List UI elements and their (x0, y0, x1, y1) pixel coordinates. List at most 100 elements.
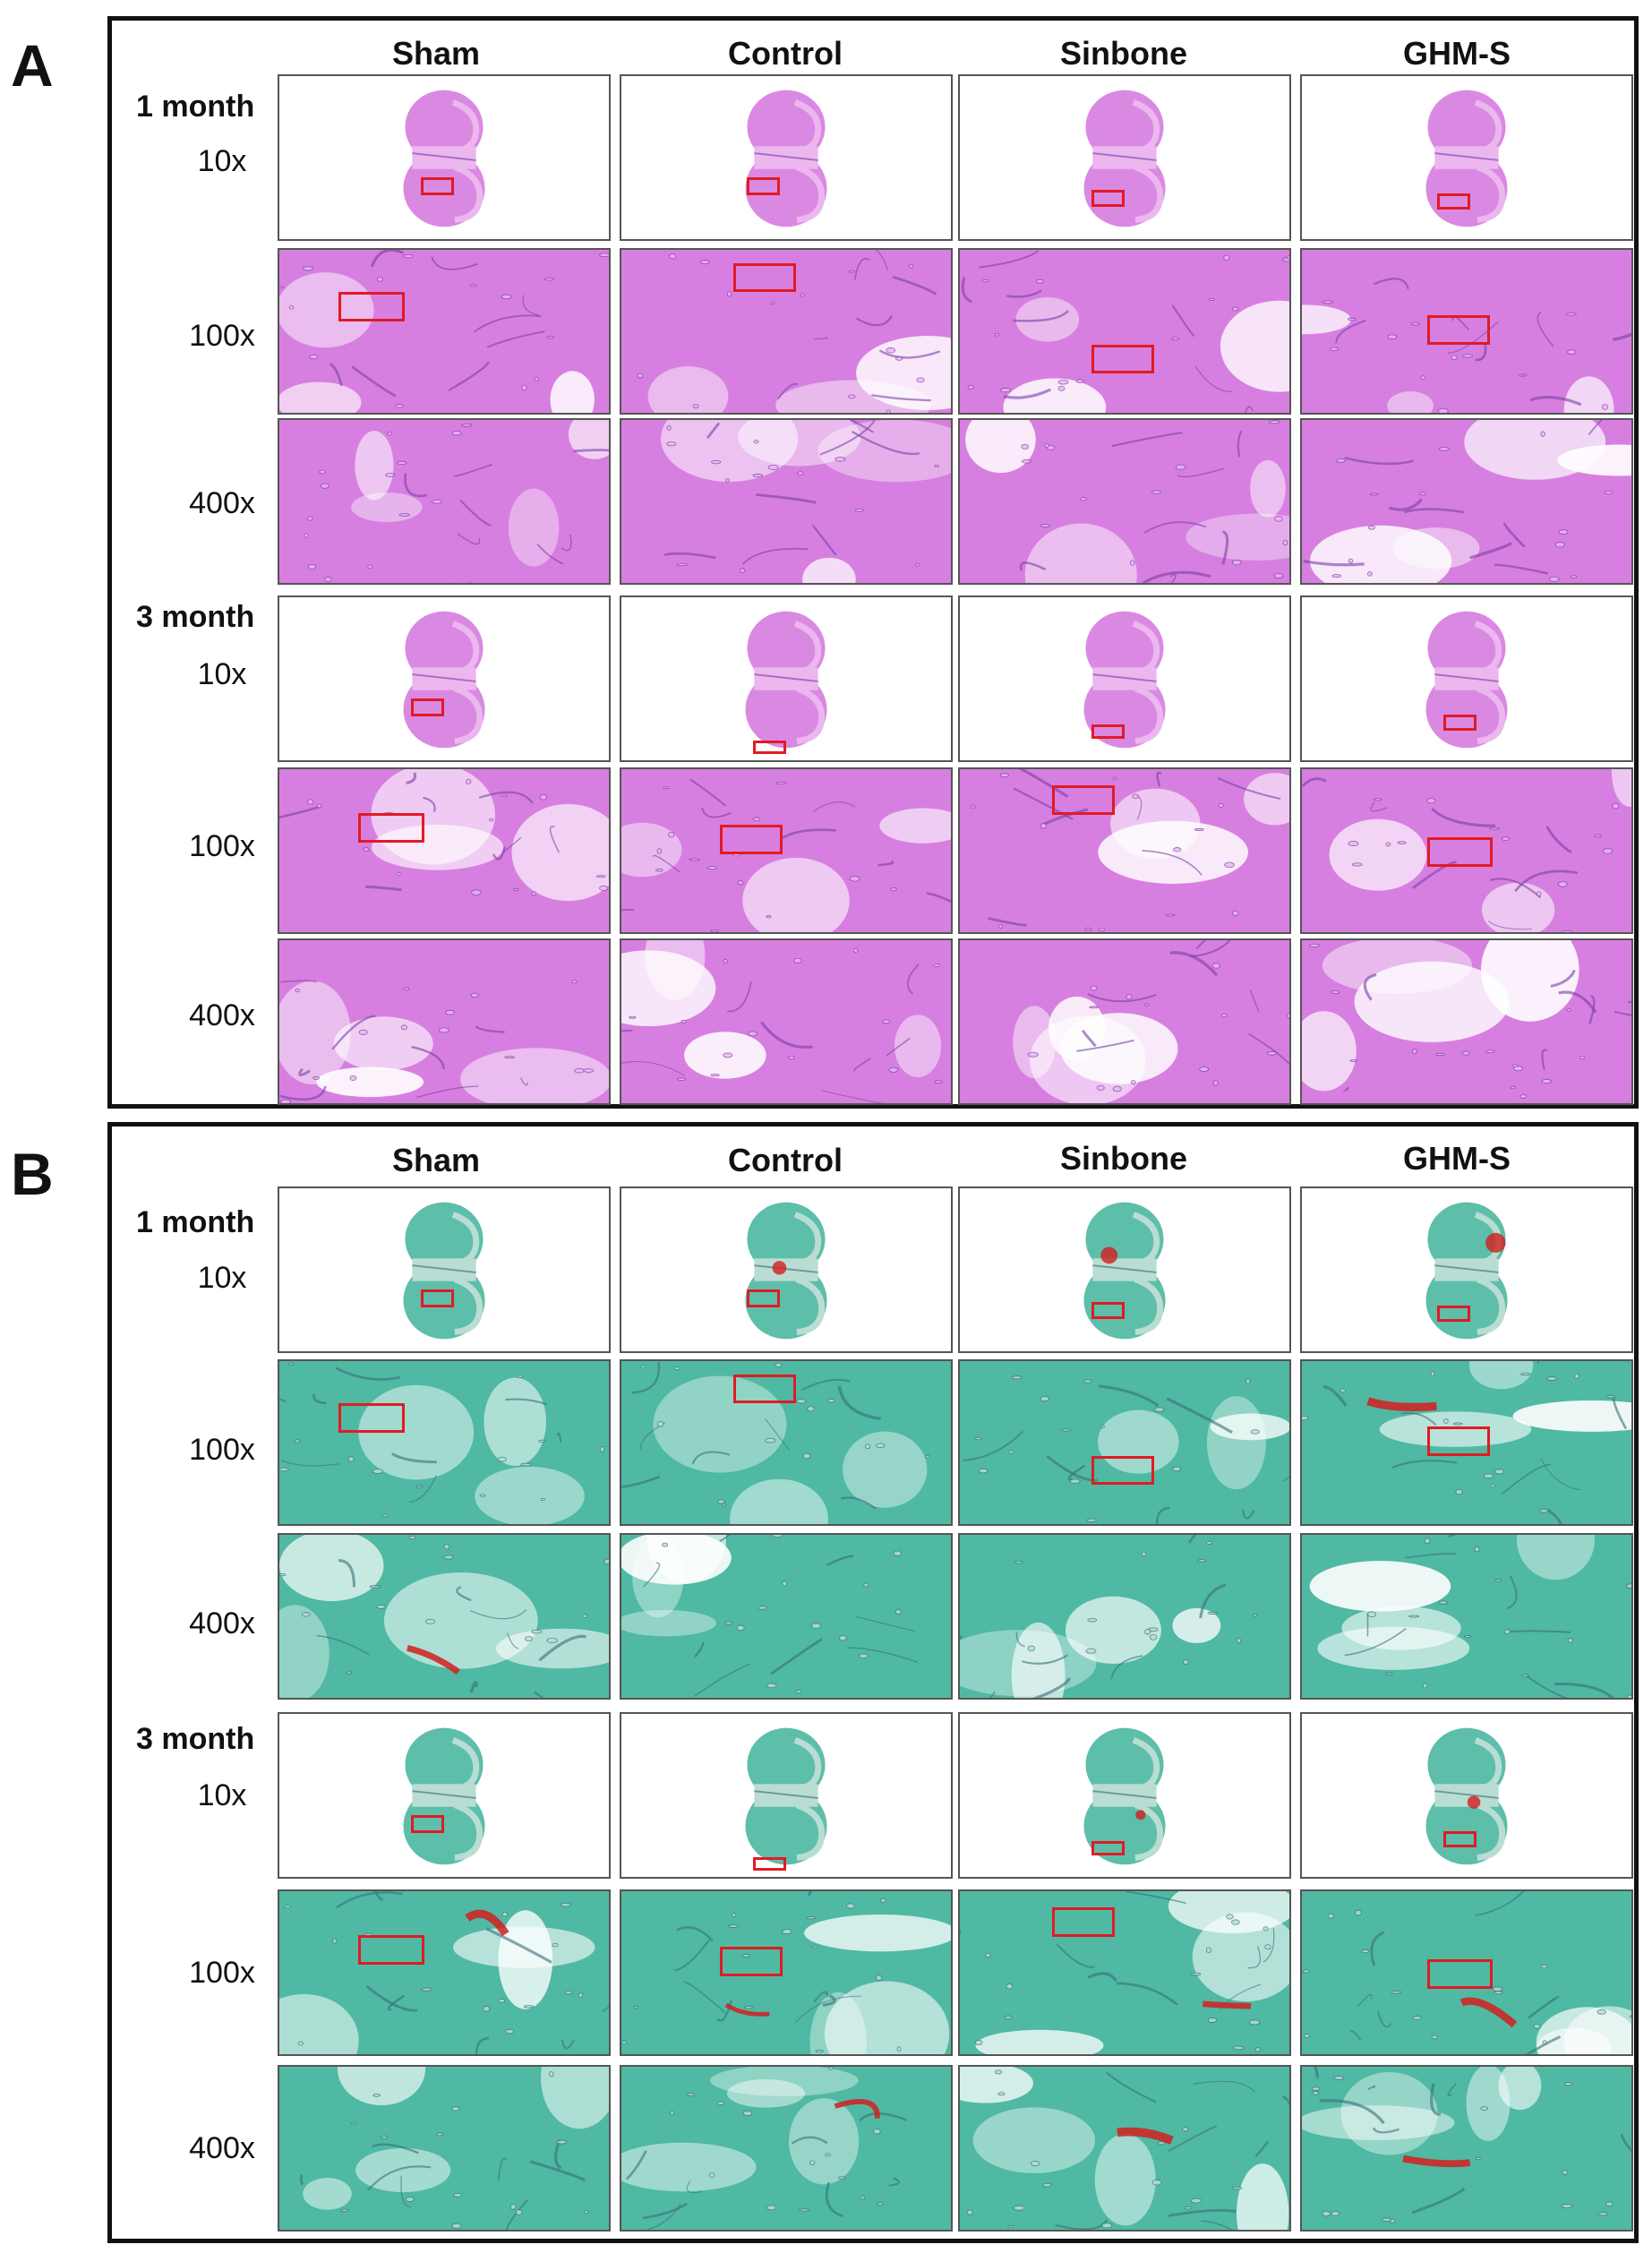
time-label: 3 month (136, 600, 255, 634)
region-of-interest-box (1091, 344, 1155, 374)
micrograph-ghm-s-100x (1300, 1889, 1633, 2056)
column-header-ghm-s: GHM-S (1403, 1140, 1511, 1177)
micrograph-control-100x (620, 767, 953, 934)
region-of-interest-box (1426, 1959, 1494, 1990)
region-of-interest-box (1426, 314, 1490, 345)
time-label: 1 month (136, 1205, 255, 1239)
micrograph-ghm-s-10x (1300, 74, 1633, 241)
micrograph-sham-400x (278, 1533, 611, 1700)
region-of-interest-box (358, 1935, 424, 1965)
magnification-label: 10x (197, 1261, 247, 1295)
micrograph-ghm-s-400x (1300, 418, 1633, 585)
micrograph-control-400x (620, 1533, 953, 1700)
micrograph-ghm-s-400x (1300, 938, 1633, 1105)
region-of-interest-box (746, 176, 780, 195)
time-label: 1 month (136, 90, 255, 124)
micrograph-sinbone-100x (958, 1359, 1291, 1526)
micrograph-sinbone-100x (958, 1889, 1291, 2056)
region-of-interest-box (1052, 785, 1115, 815)
column-header-sham: Sham (391, 1142, 481, 1178)
micrograph-control-100x (620, 1359, 953, 1526)
micrograph-ghm-s-400x (1300, 1533, 1633, 1700)
micrograph-ghm-s-10x (1300, 1186, 1633, 1353)
panel-letter-b: B (11, 1141, 54, 1207)
region-of-interest-box (411, 1814, 444, 1833)
region-of-interest-box (1052, 1907, 1115, 1937)
micrograph-sham-400x (278, 418, 611, 585)
magnification-label: 10x (197, 144, 247, 178)
region-of-interest-box (1426, 1426, 1490, 1456)
region-of-interest-box (753, 1857, 786, 1871)
micrograph-sinbone-100x (958, 248, 1291, 415)
column-header-control: Control (728, 35, 843, 72)
region-of-interest-box (720, 1946, 783, 1976)
region-of-interest-box (1091, 190, 1125, 207)
magnification-label: 100x (189, 1956, 255, 1990)
region-of-interest-box (421, 176, 455, 195)
micrograph-control-400x (620, 2065, 953, 2232)
region-of-interest-box (733, 1374, 797, 1404)
magnification-label: 100x (189, 319, 255, 353)
micrograph-sinbone-400x (958, 418, 1291, 585)
micrograph-ghm-s-100x (1300, 767, 1633, 934)
region-of-interest-box (338, 1403, 405, 1434)
region-of-interest-box (1443, 715, 1477, 732)
micrograph-sham-100x (278, 248, 611, 415)
magnification-label: 400x (189, 2131, 255, 2165)
column-header-sham: Sham (391, 35, 481, 72)
region-of-interest-box (1091, 1840, 1125, 1856)
magnification-label: 400x (189, 486, 255, 520)
micrograph-sham-10x (278, 74, 611, 241)
micrograph-sinbone-10x (958, 1712, 1291, 1879)
magnification-label: 100x (189, 829, 255, 863)
magnification-label: 400x (189, 1606, 255, 1640)
region-of-interest-box (720, 824, 783, 854)
column-header-sinbone: Sinbone (1060, 1140, 1187, 1177)
region-of-interest-box (746, 1289, 780, 1307)
micrograph-sinbone-10x (958, 74, 1291, 241)
micrograph-control-10x (620, 1712, 953, 1879)
micrograph-sinbone-400x (958, 2065, 1291, 2232)
column-header-sinbone: Sinbone (1060, 35, 1187, 72)
time-label: 3 month (136, 1722, 255, 1756)
micrograph-ghm-s-10x (1300, 595, 1633, 762)
region-of-interest-box (1091, 1455, 1155, 1486)
panel-letter-a: A (11, 32, 54, 99)
micrograph-control-100x (620, 1889, 953, 2056)
micrograph-sham-10x (278, 1712, 611, 1879)
column-header-control: Control (728, 1142, 843, 1178)
region-of-interest-box (358, 813, 424, 843)
magnification-label: 100x (189, 1433, 255, 1467)
region-of-interest-box (1426, 837, 1494, 868)
region-of-interest-box (1091, 724, 1125, 740)
magnification-label: 10x (197, 1778, 247, 1812)
column-header-ghm-s: GHM-S (1403, 35, 1511, 72)
micrograph-control-400x (620, 418, 953, 585)
region-of-interest-box (1436, 1306, 1470, 1323)
micrograph-ghm-s-100x (1300, 248, 1633, 415)
region-of-interest-box (1091, 1302, 1125, 1319)
region-of-interest-box (733, 262, 797, 293)
micrograph-control-10x (620, 595, 953, 762)
micrograph-sham-10x (278, 1186, 611, 1353)
micrograph-sinbone-100x (958, 767, 1291, 934)
magnification-label: 10x (197, 657, 247, 691)
micrograph-sinbone-10x (958, 595, 1291, 762)
micrograph-sinbone-400x (958, 1533, 1291, 1700)
micrograph-control-100x (620, 248, 953, 415)
micrograph-sham-100x (278, 1359, 611, 1526)
region-of-interest-box (338, 292, 405, 322)
micrograph-control-10x (620, 74, 953, 241)
micrograph-ghm-s-100x (1300, 1359, 1633, 1526)
micrograph-sham-10x (278, 595, 611, 762)
region-of-interest-box (753, 741, 786, 754)
magnification-label: 400x (189, 998, 255, 1032)
micrograph-sham-100x (278, 767, 611, 934)
micrograph-sham-400x (278, 938, 611, 1105)
micrograph-sinbone-400x (958, 938, 1291, 1105)
micrograph-sham-100x (278, 1889, 611, 2056)
micrograph-ghm-s-400x (1300, 2065, 1633, 2232)
micrograph-sham-400x (278, 2065, 611, 2232)
region-of-interest-box (1436, 193, 1470, 210)
micrograph-sinbone-10x (958, 1186, 1291, 1353)
